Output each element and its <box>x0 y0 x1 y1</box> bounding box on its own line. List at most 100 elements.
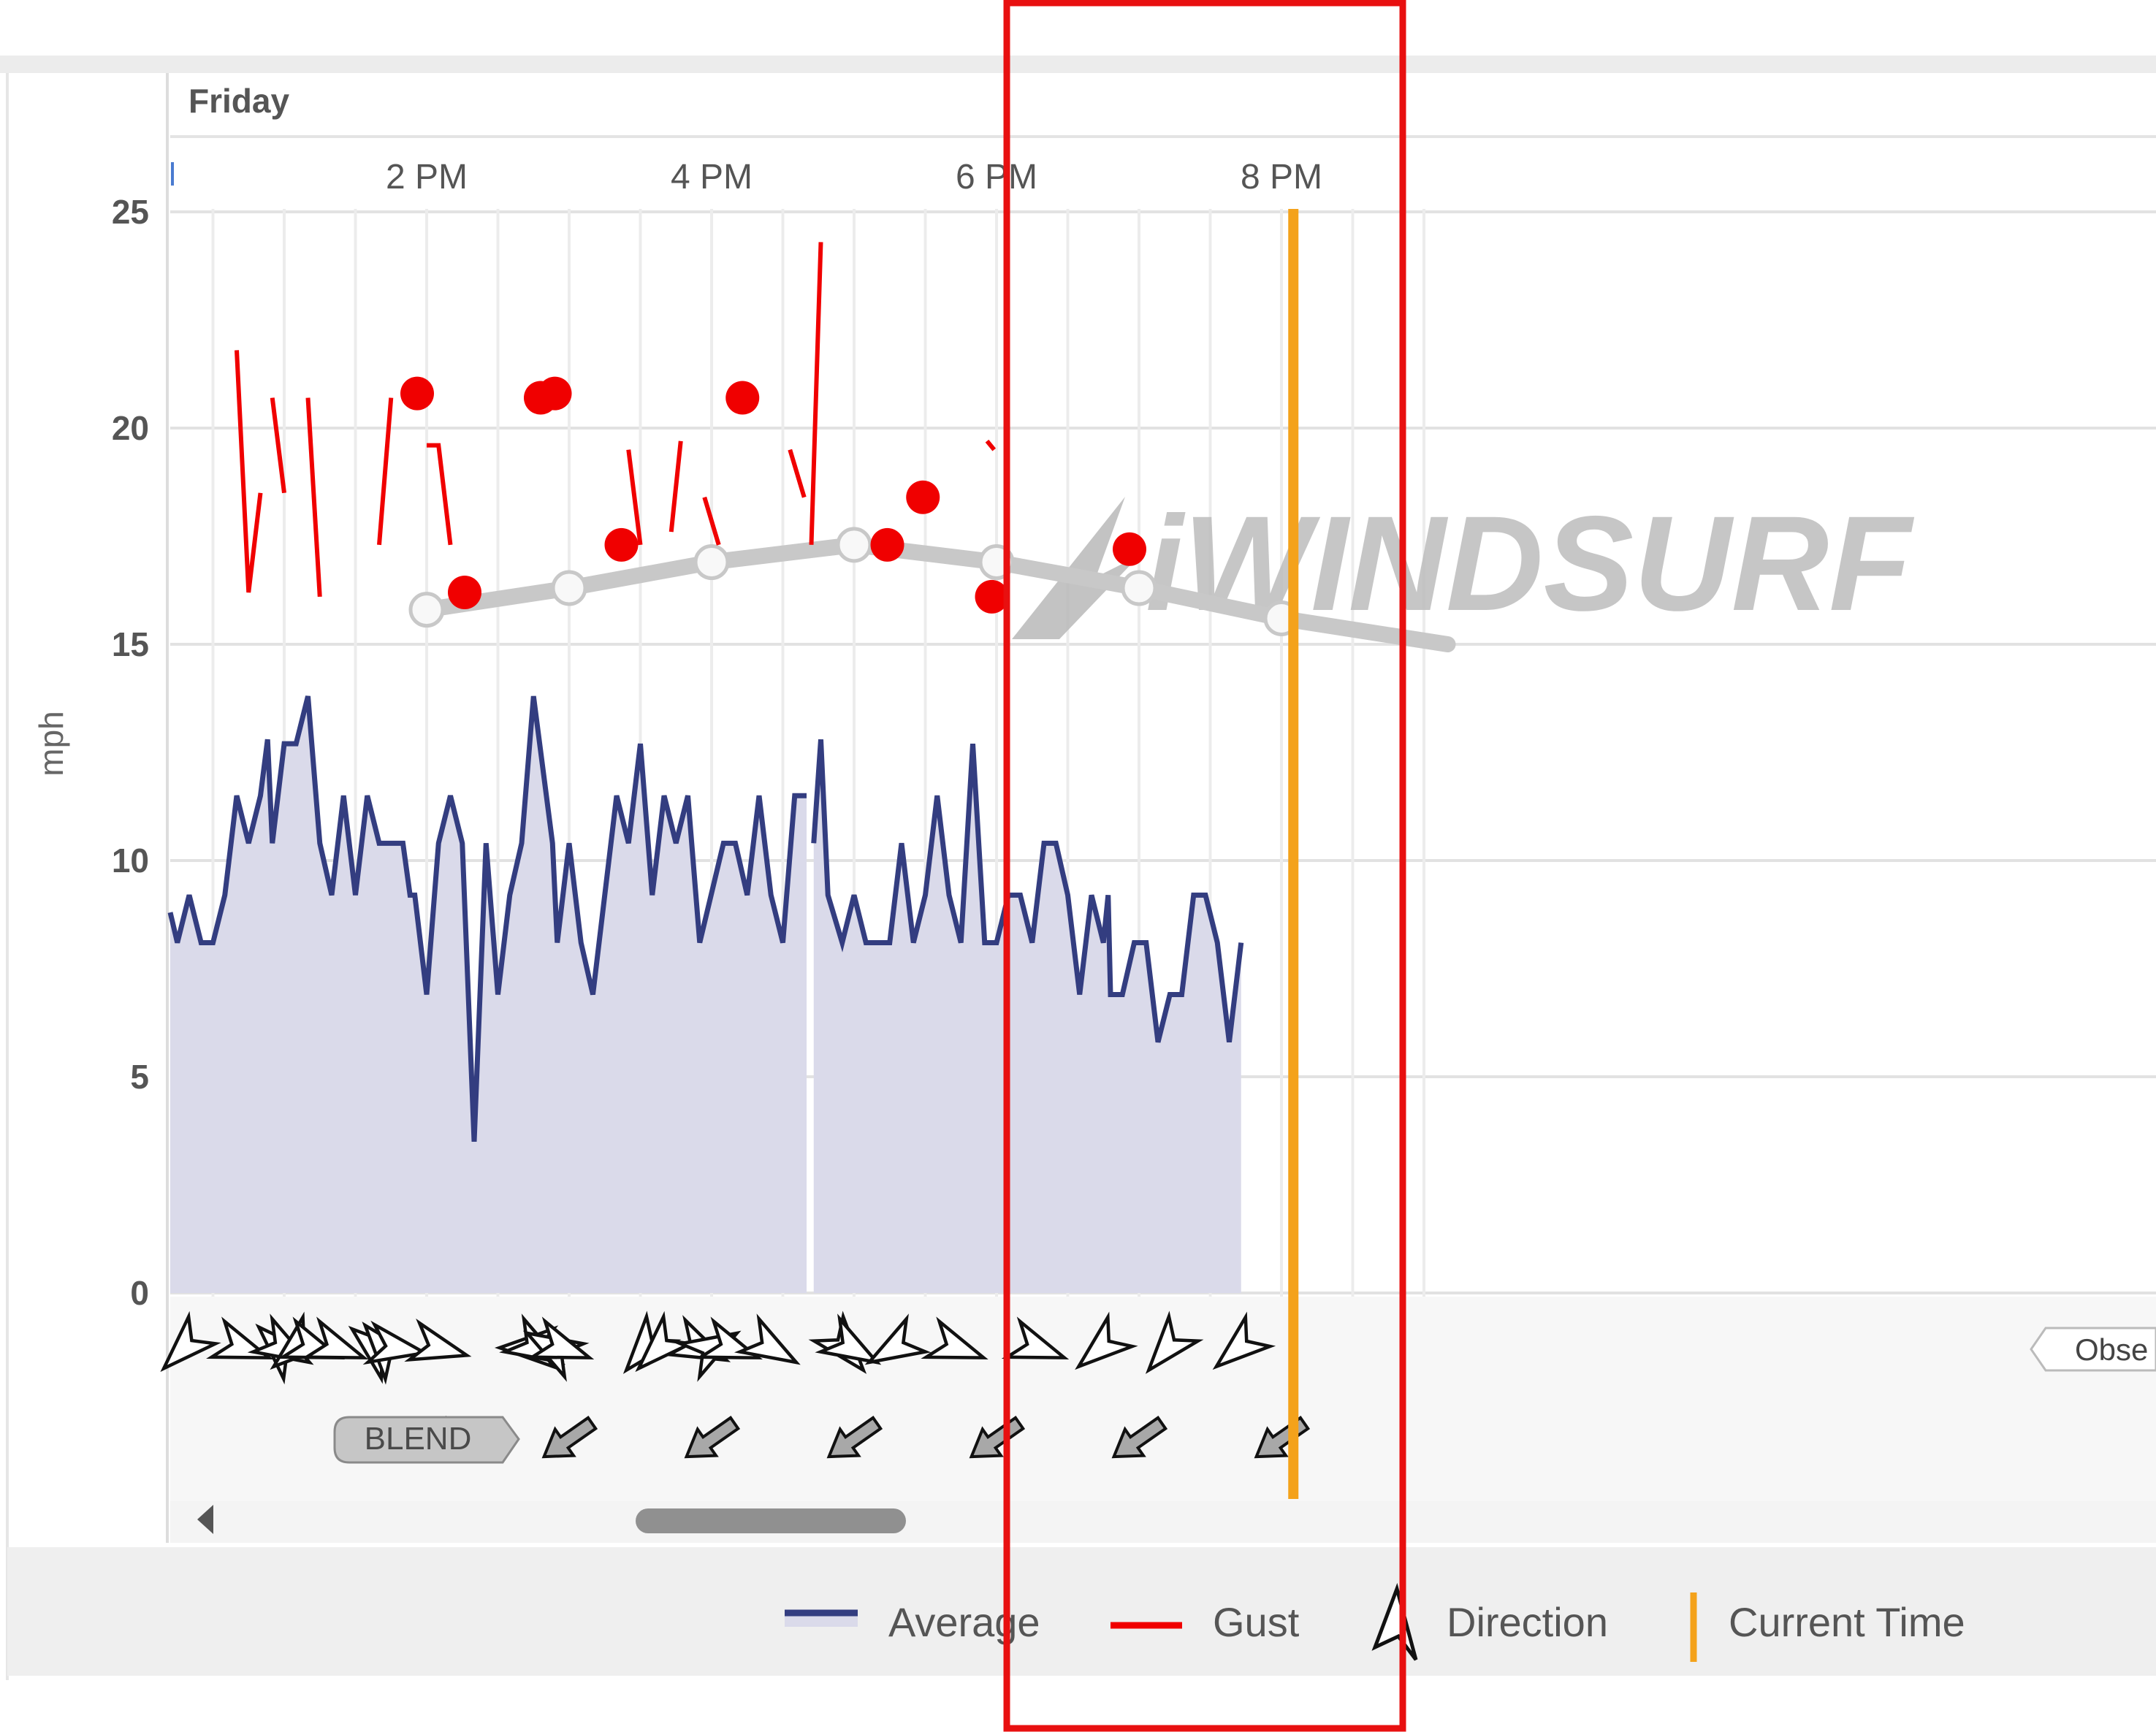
direction-arrow-icon <box>160 1311 221 1373</box>
gust-point <box>1113 532 1146 566</box>
forecast-point <box>836 527 872 563</box>
direction-arrow-icon <box>404 1318 472 1362</box>
direction-arrow-icon <box>1145 1311 1204 1374</box>
direction-arrow-icon <box>734 1313 801 1365</box>
y-axis-panel <box>6 73 165 1543</box>
direction-arrow-shape <box>921 1316 989 1360</box>
direction-arrow-shape <box>362 1320 430 1365</box>
x-tick-label: 6 PM <box>956 158 1037 197</box>
forecast-series <box>408 527 1456 652</box>
direction-arrow-icon <box>206 1316 274 1360</box>
gust-line <box>668 440 683 533</box>
y-axis-title: mph <box>32 711 70 776</box>
gust-line <box>702 496 721 546</box>
forecast-arrow-icon <box>969 1416 1026 1459</box>
forecast-line <box>419 536 1456 652</box>
scrollbar-track[interactable] <box>170 1501 2156 1543</box>
x-tick-label: 8 PM <box>1241 158 1322 197</box>
day-label: Friday <box>188 82 289 120</box>
gust-line <box>427 443 453 546</box>
average-series <box>167 695 1244 1142</box>
gust-line <box>377 397 394 546</box>
average-area <box>170 696 1241 1293</box>
forecast-arrow-icon <box>684 1416 741 1459</box>
top-bar <box>0 56 2156 73</box>
forecast-arrow-shape <box>684 1416 741 1459</box>
legend-gust-label: Gust <box>1213 1599 1300 1645</box>
direction-arrow-shape <box>1001 1316 1070 1360</box>
direction-arrow-shape <box>206 1316 274 1360</box>
gust-line <box>809 242 823 545</box>
direction-arrow-icon <box>301 1316 369 1360</box>
gust-line <box>270 397 286 494</box>
legend-average-label: Average <box>888 1599 1040 1645</box>
forecast-arrow-icon <box>1111 1416 1168 1459</box>
y-tick-label: 10 <box>112 842 149 880</box>
blend-tag: BLEND <box>333 1416 520 1464</box>
gust-point <box>906 480 940 514</box>
average-line <box>811 739 1244 1043</box>
gust-point <box>975 579 1009 614</box>
direction-arrow-icon <box>921 1316 989 1360</box>
forecast-point <box>1121 570 1157 606</box>
x-axis-ticks: 2 PM 4 PM 6 PM 8 PM <box>171 158 1322 197</box>
observed-label: Obse <box>2075 1332 2148 1367</box>
watermark-sail-icon <box>1012 497 1140 639</box>
x-tick-label: 2 PM <box>386 158 468 197</box>
direction-arrows <box>160 1311 1276 1385</box>
gust-point <box>538 376 572 411</box>
legend-current-time: Current Time <box>1690 1592 1965 1662</box>
forecast-arrow-icon <box>541 1416 598 1459</box>
watermark-logo: iWINDSURF <box>1012 489 1914 639</box>
scroll-left-arrow-icon[interactable] <box>197 1505 213 1534</box>
direction-arrow-shape <box>301 1316 369 1360</box>
direction-arrow-icon <box>1075 1311 1138 1370</box>
direction-arrow-shape <box>734 1313 801 1365</box>
direction-arrow-shape <box>1145 1311 1204 1374</box>
y-tick-label: 25 <box>112 193 149 231</box>
direction-arrow-shape <box>864 1313 932 1365</box>
y-tick-label: 20 <box>112 409 149 447</box>
y-tick-label: 5 <box>130 1058 149 1096</box>
direction-arrow-shape <box>160 1311 221 1373</box>
gust-point <box>604 527 639 562</box>
forecast-point <box>693 544 730 581</box>
direction-arrow-icon <box>526 1316 595 1360</box>
gust-line <box>788 449 807 498</box>
x-tick-label: 4 PM <box>671 158 753 197</box>
forecast-point <box>408 592 445 628</box>
gust-series <box>235 242 1146 614</box>
average-line <box>167 695 807 1142</box>
gust-point <box>870 527 904 562</box>
forecast-arrow-icon <box>826 1416 883 1459</box>
gust-line <box>305 397 322 598</box>
y-tick-label: 15 <box>112 625 149 663</box>
gust-line <box>235 350 263 593</box>
gust-point <box>725 381 760 415</box>
direction-arrow-icon <box>815 1313 882 1365</box>
scrollbar-thumb[interactable] <box>636 1508 906 1533</box>
gust-point <box>400 376 434 411</box>
forecast-arrow-shape <box>969 1416 1026 1459</box>
direction-arrow-icon <box>1001 1316 1070 1360</box>
highlight-box <box>1003 0 1406 1732</box>
forecast-arrow-shape <box>826 1416 883 1459</box>
direction-arrow-shape <box>1075 1311 1138 1370</box>
legend-average: Average <box>785 1599 1040 1645</box>
legend-current-time-label: Current Time <box>1729 1599 1965 1645</box>
direction-arrow-icon <box>864 1313 932 1365</box>
direction-arrow-shape <box>404 1318 472 1362</box>
observed-tag[interactable]: Obse <box>2030 1327 2156 1372</box>
forecast-point <box>551 570 587 606</box>
direction-arrow-shape <box>815 1313 882 1365</box>
blend-label: BLEND <box>365 1421 472 1457</box>
y-tick-label: 0 <box>130 1274 149 1312</box>
y-axis-ticks: 0 5 10 15 20 25 <box>112 193 149 1312</box>
gust-line <box>985 439 997 451</box>
forecast-arrow-shape <box>541 1416 598 1459</box>
gust-line <box>626 449 643 546</box>
forecast-arrow-shape <box>1111 1416 1168 1459</box>
direction-arrow-icon <box>1212 1311 1276 1370</box>
legend-direction-label: Direction <box>1447 1599 1608 1645</box>
